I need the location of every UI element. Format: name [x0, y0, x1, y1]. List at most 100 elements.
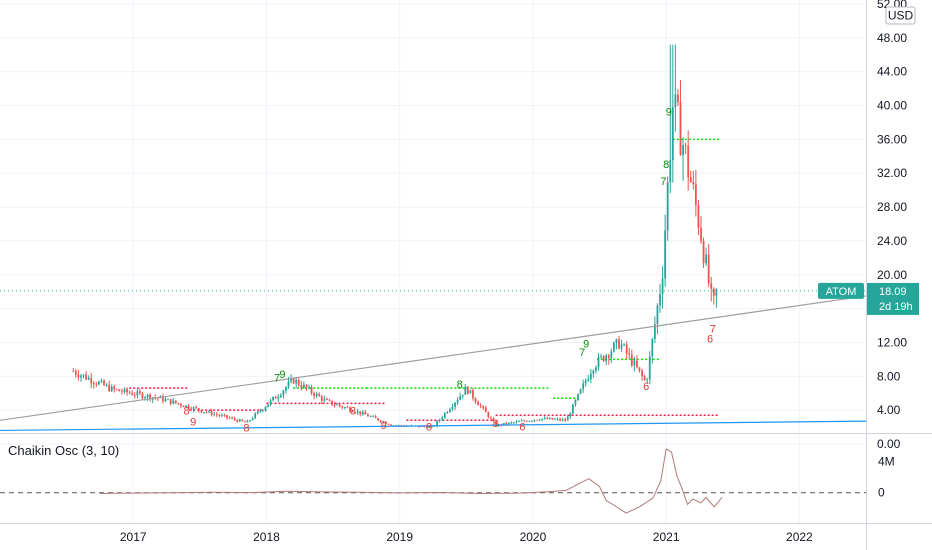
candle-up	[656, 305, 659, 324]
candle-up	[653, 323, 656, 339]
candle-down	[95, 383, 98, 385]
sequence-label: 8	[183, 405, 189, 417]
candle-down	[190, 408, 193, 410]
candle-up	[569, 413, 572, 417]
candle-up	[459, 395, 462, 400]
time-tick-label: 2022	[786, 530, 813, 544]
candle-down	[126, 388, 128, 393]
candle-up	[577, 393, 579, 401]
candle-down	[77, 374, 80, 378]
sequence-label: 8	[493, 418, 499, 430]
candle-up	[208, 411, 210, 413]
price-tick-label: 40.00	[877, 99, 907, 113]
candle-down	[241, 419, 244, 422]
candle-down	[546, 417, 549, 420]
candle-down	[636, 360, 638, 368]
candle-up	[251, 418, 254, 421]
candle-down	[697, 204, 700, 228]
candle-up	[272, 396, 275, 401]
candle-down	[310, 387, 313, 393]
candle-down	[387, 423, 390, 425]
price-tick-label: 28.00	[877, 200, 907, 214]
candle-up	[666, 182, 669, 231]
candle-up	[659, 293, 661, 306]
candle-down	[149, 394, 152, 400]
candle-down	[638, 367, 641, 371]
candle-down	[354, 412, 357, 413]
candle-up	[428, 426, 431, 428]
candle-up	[620, 344, 623, 349]
candle-up	[287, 381, 290, 388]
candle-down	[215, 414, 218, 415]
candle-up	[361, 411, 364, 415]
candle-down	[472, 390, 474, 399]
candle-down	[702, 241, 705, 264]
candle-up	[105, 384, 108, 386]
candle-down	[333, 404, 336, 406]
candle-down	[131, 393, 134, 395]
candle-up	[571, 404, 574, 414]
time-tick-label: 2019	[386, 530, 413, 544]
candle-up	[574, 400, 577, 405]
candle-up	[164, 399, 167, 402]
time-axis[interactable]: 2017 2018 2019 2020 2021 2022	[120, 530, 813, 544]
candle-up	[97, 381, 100, 385]
candle-down	[390, 424, 392, 426]
candle-down	[274, 396, 277, 399]
price-series	[72, 44, 718, 429]
currency-label: USD	[888, 9, 914, 23]
candle-up	[612, 342, 615, 352]
candle-down	[133, 394, 136, 396]
candle-down	[118, 389, 121, 392]
candle-down	[331, 400, 333, 405]
candle-down	[495, 421, 497, 427]
candle-up	[264, 407, 267, 411]
candle-up	[600, 355, 602, 357]
sequence-label: 6	[519, 421, 525, 433]
time-tick-label: 2017	[120, 530, 147, 544]
candle-up	[246, 420, 249, 423]
candle-up	[541, 418, 544, 420]
candle-down	[359, 411, 362, 415]
candle-down	[318, 393, 321, 397]
candle-down	[210, 411, 213, 415]
candle-down	[505, 422, 508, 425]
candle-up	[185, 405, 187, 408]
sequence-label: 6	[643, 381, 649, 393]
sequence-label: 8	[350, 405, 356, 417]
candle-up	[520, 420, 523, 422]
candle-up	[172, 400, 175, 404]
sequence-label: 9	[279, 369, 285, 381]
sequence-label: 7	[274, 372, 280, 384]
candle-down	[338, 404, 341, 407]
candle-down	[490, 417, 492, 419]
candle-up	[436, 421, 438, 426]
candle-up	[579, 389, 582, 394]
candle-up	[610, 351, 613, 358]
candle-down	[710, 283, 713, 289]
candle-up	[682, 145, 684, 156]
sequence-label: 9	[381, 420, 387, 432]
candle-up	[302, 384, 305, 388]
candle-up	[671, 107, 674, 161]
symbol-label: ATOM	[826, 286, 857, 298]
candle-down	[479, 405, 482, 407]
candle-down	[115, 389, 118, 391]
candle-down	[205, 412, 208, 413]
candle-down	[630, 354, 633, 366]
candle-up	[715, 288, 718, 296]
candle-up	[502, 422, 505, 426]
price-axis[interactable]: 0.004.008.0012.0016.0020.0024.0028.0032.…	[877, 0, 907, 451]
currency-badge	[885, 6, 916, 25]
candle-down	[349, 407, 351, 412]
candle-down	[482, 406, 485, 408]
candle-up	[87, 377, 90, 380]
candle-up	[507, 422, 510, 425]
candle-up	[369, 416, 372, 418]
candle-down	[231, 418, 234, 419]
price-tick-label: 4.00	[877, 403, 901, 417]
candle-down	[228, 417, 231, 419]
candle-up	[80, 375, 82, 378]
candle-up	[518, 421, 520, 423]
